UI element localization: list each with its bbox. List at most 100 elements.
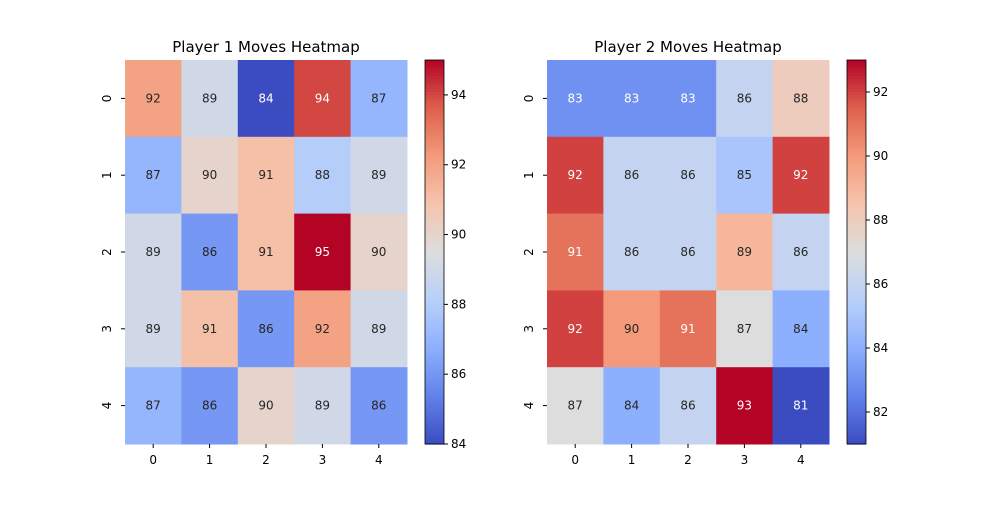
y-tick-label: 0 xyxy=(100,95,114,103)
colorbar-segment xyxy=(847,85,866,90)
colorbar-segment xyxy=(847,184,866,189)
colorbar-frame xyxy=(846,59,867,445)
colorbar-segment xyxy=(847,63,866,67)
colorbar-segment xyxy=(847,127,866,131)
cell-value-label: 86 xyxy=(624,168,639,182)
colorbar-tick-label: 88 xyxy=(451,297,466,311)
colorbar-segment xyxy=(847,168,866,173)
colorbar-segment xyxy=(847,274,866,279)
cell-value-label: 87 xyxy=(371,91,386,105)
colorbar-segment xyxy=(847,92,866,96)
cell-value-label: 84 xyxy=(258,91,273,105)
colorbar-segment xyxy=(847,296,866,301)
x-tick-label: 3 xyxy=(741,453,749,467)
heatmap-cell xyxy=(237,367,295,445)
colorbar-segment xyxy=(847,373,866,378)
colorbar-segment xyxy=(847,412,866,416)
colorbar-segment xyxy=(847,114,866,119)
colorbar-segment xyxy=(425,159,444,163)
colorbar-segment xyxy=(425,274,444,279)
colorbar-segment xyxy=(425,133,444,138)
colorbar-segment xyxy=(425,223,444,227)
heatmap-cell xyxy=(659,367,717,445)
heatmap-cell xyxy=(350,60,408,138)
colorbar-segment xyxy=(425,213,444,218)
cell-value-label: 91 xyxy=(680,322,695,336)
heatmap-cell xyxy=(237,290,295,368)
colorbar-segment xyxy=(425,261,444,266)
colorbar-frame xyxy=(424,59,445,445)
heatmap-cell xyxy=(547,60,604,138)
colorbar-segment xyxy=(425,338,444,343)
colorbar-segment xyxy=(847,306,866,311)
colorbar-segment xyxy=(847,396,866,400)
colorbar-segment xyxy=(425,271,444,275)
colorbar-segment xyxy=(425,383,444,387)
colorbar-segment xyxy=(425,197,444,202)
heatmap-cell xyxy=(716,60,774,138)
colorbar-segment xyxy=(425,88,444,93)
colorbar-segment xyxy=(847,380,866,384)
heatmap-cell xyxy=(659,213,717,291)
colorbar-segment xyxy=(425,258,444,263)
y-tick-label: 3 xyxy=(100,325,114,333)
colorbar-segment xyxy=(425,328,444,333)
colorbar-segment xyxy=(425,114,444,119)
cell-value-label: 90 xyxy=(624,322,639,336)
heatmap-cell xyxy=(294,136,352,215)
colorbar-segment xyxy=(847,399,866,403)
cell-value-label: 86 xyxy=(680,245,695,259)
colorbar-segment xyxy=(847,264,866,269)
cell-value-label: 89 xyxy=(146,245,161,259)
colorbar: 82 84 86 88 90 92 xyxy=(846,59,888,445)
colorbar-segment xyxy=(425,188,444,192)
colorbar-segment xyxy=(847,290,866,295)
colorbar-segment xyxy=(847,248,866,253)
heatmap-cell xyxy=(716,213,774,291)
colorbar-segment xyxy=(425,303,444,307)
colorbar-segment xyxy=(425,405,444,410)
colorbar-tick-label: 86 xyxy=(451,367,466,381)
colorbar-segment xyxy=(847,312,866,317)
colorbar-tick-label: 90 xyxy=(873,149,888,163)
colorbar-segment xyxy=(847,354,866,359)
cell-value-label: 91 xyxy=(258,245,273,259)
colorbar-segment xyxy=(847,284,866,288)
colorbar-segment xyxy=(847,200,866,205)
colorbar-segment xyxy=(425,207,444,211)
y-tick-label: 4 xyxy=(522,402,536,410)
colorbar-segment xyxy=(425,351,444,355)
colorbar-segment xyxy=(847,344,866,349)
colorbar-segment xyxy=(425,76,444,80)
colorbar-segment xyxy=(425,309,444,314)
y-tick-label: 1 xyxy=(522,171,536,179)
heatmap-cell xyxy=(716,136,774,215)
colorbar-segment xyxy=(847,277,866,282)
x-tick-label: 2 xyxy=(684,453,692,467)
cell-value-label: 91 xyxy=(202,322,217,336)
heatmap-cell xyxy=(181,213,239,291)
colorbar-segment xyxy=(425,367,444,371)
colorbar-segment xyxy=(425,229,444,234)
y-tick-label: 2 xyxy=(522,248,536,256)
colorbar-segment xyxy=(847,236,866,240)
colorbar-segment xyxy=(425,332,444,336)
colorbar-segment xyxy=(847,440,866,445)
colorbar-segment xyxy=(425,392,444,397)
cell-value-label: 86 xyxy=(680,168,695,182)
colorbar-segment xyxy=(847,392,866,397)
heatmap-cell xyxy=(181,367,239,445)
heatmap-cell xyxy=(181,290,239,368)
cell-value-label: 89 xyxy=(737,245,752,259)
cell-value-label: 86 xyxy=(737,91,752,105)
colorbar-segment xyxy=(425,357,444,362)
colorbar-segment xyxy=(847,124,866,128)
colorbar-segment xyxy=(425,344,444,349)
colorbar-segment xyxy=(425,85,444,90)
colorbar-segment xyxy=(425,136,444,141)
colorbar-segment xyxy=(847,408,866,413)
colorbar-segment xyxy=(847,255,866,259)
heatmap-cell xyxy=(294,213,352,291)
heatmap-cell xyxy=(603,367,661,445)
heatmap-cell xyxy=(772,290,830,368)
